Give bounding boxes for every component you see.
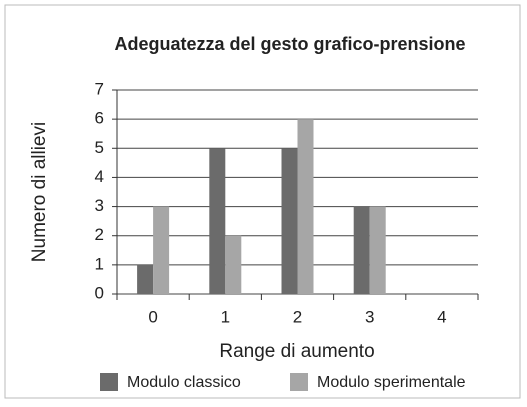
bar — [153, 206, 170, 294]
x-tick-label: 2 — [293, 307, 302, 326]
bar — [281, 148, 298, 294]
bar — [225, 235, 242, 294]
legend-swatch — [290, 373, 308, 391]
x-tick-label: 3 — [365, 307, 374, 326]
y-tick-label: 1 — [95, 254, 104, 273]
chart-title: Adeguatezza del gesto grafico-prensione — [114, 34, 465, 54]
y-tick-label: 6 — [95, 109, 104, 128]
y-tick-label: 4 — [95, 167, 104, 186]
bar — [137, 264, 154, 294]
bar — [353, 206, 370, 294]
legend-swatch — [100, 373, 118, 391]
bar — [369, 206, 386, 294]
x-axis-label: Range di aumento — [219, 341, 374, 362]
bar — [297, 119, 314, 295]
y-tick-label: 2 — [95, 225, 104, 244]
x-tick-label: 0 — [148, 307, 157, 326]
chart-border — [4, 4, 521, 399]
y-tick-label: 7 — [95, 79, 104, 98]
legend-label: Modulo sperimentale — [317, 374, 466, 391]
y-tick-label: 5 — [95, 138, 104, 157]
y-axis-label: Numero di allievi — [29, 122, 50, 262]
bar — [209, 148, 226, 294]
x-tick-label: 1 — [221, 307, 230, 326]
legend-label: Modulo classico — [127, 374, 241, 391]
y-tick-label: 0 — [95, 283, 104, 302]
y-tick-label: 3 — [95, 196, 104, 215]
x-tick-label: 4 — [437, 307, 446, 326]
